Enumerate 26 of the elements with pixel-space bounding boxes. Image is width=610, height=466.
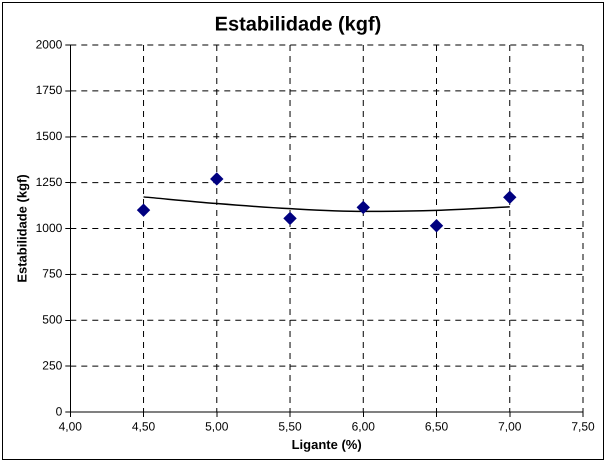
x-tick-label: 4,50: [132, 420, 156, 434]
x-tick-label: 5,50: [278, 420, 302, 434]
x-tick-label: 4,00: [58, 420, 82, 434]
point: [356, 200, 370, 214]
point: [210, 172, 224, 186]
point: [430, 219, 444, 232]
y-axis-title: Estabilidade (kgf): [14, 174, 30, 283]
x-tick-label: 6,50: [424, 420, 449, 434]
point: [284, 212, 297, 225]
y-tick-label: 1500: [36, 129, 63, 144]
y-tick-label: 2000: [36, 37, 63, 52]
y-tick-label: 250: [42, 358, 63, 372]
chart-title: Estabilidade (kgf): [214, 14, 382, 36]
y-tick-label: 1750: [36, 83, 63, 98]
x-tick-label: 6,00: [352, 420, 376, 434]
point: [137, 204, 150, 217]
x-axis-title: Ligante (%): [292, 436, 362, 452]
x-tick-label: 5,00: [205, 420, 229, 434]
x-tick-label: 7,00: [498, 420, 522, 434]
y-tick-label: 0: [56, 404, 63, 418]
x-tick-label: 7,50: [571, 420, 595, 434]
y-tick-label: 1000: [36, 220, 63, 235]
point: [503, 190, 516, 204]
y-tick-label: 750: [42, 266, 63, 281]
y-tick-label: 500: [42, 312, 63, 327]
y-tick-label: 1250: [36, 174, 63, 189]
